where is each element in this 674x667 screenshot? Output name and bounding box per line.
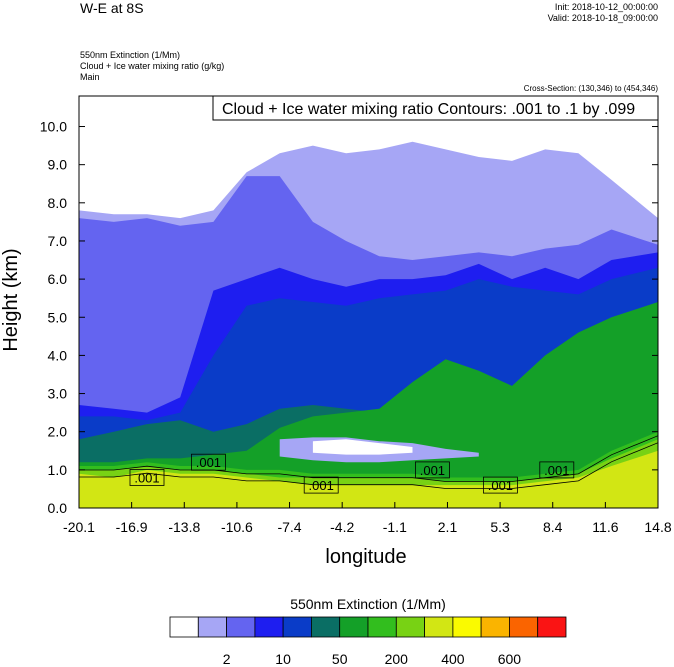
fill-level-100: [79, 302, 658, 508]
contour-label: .001: [420, 463, 445, 478]
cross-section-label: Cross-Section: (130,346) to (454,346): [523, 84, 658, 93]
contour-label: .001: [544, 463, 569, 478]
colorbar-label: 200: [385, 651, 409, 667]
contour-labels: .001 .001 .001 .001 .001 .001: [129, 453, 575, 494]
colorbar: 550nm Extinction (1/Mm) 2 10 50 200 400 600: [169, 596, 567, 667]
colorbar-swatch: [367, 616, 397, 638]
field-mixing-ratio-label: Cloud + Ice water mixing ratio (g/kg): [80, 61, 225, 71]
contour-label: .001: [196, 455, 221, 470]
x-tick-label: -13.8: [168, 519, 200, 535]
contour-label-box: [303, 476, 339, 494]
y-tick-label: 3.0: [48, 386, 68, 402]
contour-label-box: [129, 469, 165, 486]
valid-time: Valid: 2018-10-18_09:00:00: [547, 13, 658, 23]
contour-label-box: [539, 461, 575, 479]
x-tick-label: 2.1: [438, 519, 458, 535]
colorbar-label: 600: [498, 651, 522, 667]
colorbar-swatch: [197, 616, 228, 638]
cloud-contour-line: [79, 435, 658, 482]
colorbar-swatch: [395, 616, 425, 638]
colorbar-title: 550nm Extinction (1/Mm): [290, 596, 446, 612]
y-tick-label: 10.0: [40, 119, 67, 135]
init-time: Init: 2018-10-12_00:00:00: [554, 2, 658, 12]
colorbar-swatch: [169, 616, 199, 638]
contour-label: .001: [309, 478, 334, 493]
contour-label: .001: [134, 471, 159, 486]
field-main-label: Main: [80, 72, 100, 82]
extinction-fills: [79, 96, 658, 508]
contour-lines: [79, 435, 658, 489]
x-tick-label: -10.6: [221, 519, 253, 535]
y-tick-label: 7.0: [48, 233, 68, 249]
y-tick-label: 6.0: [48, 271, 68, 287]
fill-inner-band: [312, 439, 413, 455]
colorbar-label: 400: [441, 651, 465, 667]
colorbar-swatch: [452, 616, 482, 638]
y-tick-label: 8.0: [48, 195, 68, 211]
colorbar-swatch: [508, 616, 539, 638]
x-tick-label: -16.9: [116, 519, 148, 535]
x-tick-label: 5.3: [490, 519, 510, 535]
cloud-contour-line: [79, 442, 658, 489]
x-axis-label: longitude: [325, 546, 406, 568]
colorbar-swatch: [310, 616, 341, 638]
y-tick-label: 5.0: [48, 309, 68, 325]
x-tick-label: 14.8: [644, 519, 671, 535]
field-extinction-label: 550nm Extinction (1/Mm): [80, 50, 181, 60]
x-tick-label: 11.6: [592, 519, 618, 535]
colorbar-swatch: [282, 616, 312, 638]
chart-annotation-box: Cloud + Ice water mixing ratio Contours:…: [212, 95, 659, 121]
y-tick-label: 0.0: [48, 500, 68, 516]
colorbar-swatch: [254, 616, 284, 638]
y-tick-label: 9.0: [48, 157, 68, 173]
contour-label-box: [482, 476, 518, 494]
y-tick-label: 4.0: [48, 347, 68, 363]
y-tick-label: 2.0: [48, 424, 68, 440]
x-tick-label: -1.1: [383, 519, 407, 535]
y-tick-label: 1.0: [48, 462, 68, 478]
colorbar-swatch: [424, 616, 454, 638]
fill-level-400: [79, 450, 658, 508]
x-tick-label: -20.1: [63, 519, 95, 535]
x-tick-label: -7.4: [277, 519, 301, 535]
colorbar-swatch: [339, 616, 369, 638]
x-tick-label: 8.4: [543, 519, 563, 535]
x-tick-label: -4.2: [330, 519, 354, 535]
colorbar-label: 50: [332, 651, 348, 667]
contour-label: .001: [488, 478, 513, 493]
contour-label-box: [414, 461, 450, 479]
chart-title: W-E at 8S: [80, 0, 144, 16]
y-axis-label: Height (km): [0, 248, 22, 351]
colorbar-swatch: [480, 616, 510, 638]
colorbar-label: 2: [223, 651, 231, 667]
contour-annotation: Cloud + Ice water mixing ratio Contours:…: [222, 101, 635, 118]
colorbar-label: 10: [275, 651, 291, 667]
contour-label-box: [190, 453, 226, 471]
colorbar-swatch: [226, 616, 256, 638]
colorbar-swatch: [537, 616, 567, 638]
axis-ticks: -20.1 -16.9 -13.8 -10.6 -7.4 -4.2 -1.1 2.1 5.3 8.…: [40, 119, 672, 536]
